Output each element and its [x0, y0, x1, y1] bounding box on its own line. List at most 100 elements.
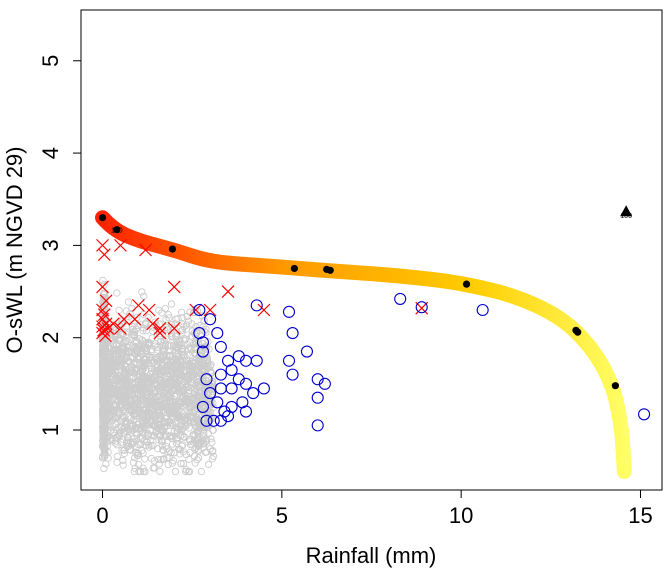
- observation-point: [141, 455, 149, 463]
- rainfall-event-circle: [282, 354, 296, 367]
- observation-point: [192, 437, 201, 446]
- observation-point: [116, 381, 124, 390]
- observation-point: [100, 349, 108, 358]
- observation-point: [155, 436, 163, 444]
- observation-point: [100, 450, 108, 458]
- observation-point: [134, 372, 142, 381]
- observation-point: [154, 445, 162, 453]
- observation-point: [139, 464, 147, 472]
- observation-point: [121, 408, 129, 416]
- observation-point: [164, 460, 172, 469]
- observation-point: [208, 438, 216, 446]
- observation-point: [209, 447, 217, 455]
- observation-point: [114, 406, 122, 414]
- observation-point: [124, 298, 133, 306]
- observation-point: [173, 383, 182, 391]
- observation-point: [161, 373, 169, 381]
- observation-point: [142, 320, 150, 329]
- observation-point: [158, 360, 167, 368]
- surge-event-cross: [96, 280, 109, 294]
- surge-event-cross: [153, 326, 167, 340]
- observation-point: [120, 412, 128, 421]
- sampled-event-dot: [574, 328, 582, 336]
- observation-point: [117, 360, 125, 368]
- observation-point: [124, 442, 132, 451]
- observation-point: [190, 340, 198, 349]
- observation-point: [112, 414, 121, 422]
- observation-point: [100, 441, 108, 449]
- observation-point: [140, 363, 149, 371]
- surge-event-cross: [146, 317, 160, 331]
- rainfall-event-circle: [214, 414, 227, 427]
- observation-point: [167, 412, 176, 421]
- observation-point: [132, 412, 140, 420]
- observation-point: [178, 387, 186, 395]
- rainfall-event-circle: [196, 345, 209, 358]
- observation-point: [127, 422, 135, 431]
- observation-point: [140, 405, 149, 414]
- observation-point: [160, 400, 169, 408]
- observation-point: [159, 455, 167, 464]
- observation-point: [128, 366, 136, 375]
- observation-point: [115, 432, 124, 440]
- sampled-event-dot: [113, 226, 121, 234]
- observation-point: [151, 340, 160, 348]
- observation-point: [112, 433, 120, 442]
- observation-point: [172, 332, 180, 340]
- x-tick-label: 15: [628, 503, 652, 528]
- rainfall-event-circle: [196, 336, 209, 349]
- observation-point: [100, 433, 108, 441]
- rainfall-event-circle: [394, 292, 407, 305]
- observation-point: [166, 421, 174, 430]
- observation-point: [153, 343, 161, 352]
- rainfall-event-circle: [200, 414, 213, 427]
- observation-point: [139, 359, 148, 367]
- observation-point: [138, 288, 146, 296]
- observation-point: [203, 355, 212, 363]
- observation-point: [136, 353, 144, 362]
- annotation-label: 100: [620, 213, 632, 220]
- observation-point: [99, 389, 107, 397]
- observation-point: [186, 412, 194, 421]
- observation-point: [133, 430, 141, 438]
- observation-point: [155, 460, 163, 468]
- observation-point: [198, 371, 206, 379]
- observation-point: [99, 428, 108, 436]
- observation-point: [180, 375, 188, 384]
- observation-point: [197, 428, 205, 436]
- observation-point: [136, 425, 145, 433]
- observation-point: [128, 424, 136, 433]
- observation-point: [200, 316, 208, 325]
- observation-point: [103, 364, 111, 372]
- observation-point: [167, 403, 175, 411]
- observation-point: [176, 337, 184, 345]
- observation-point: [181, 395, 189, 404]
- observation-point: [209, 452, 218, 460]
- surge-event-cross: [99, 294, 113, 308]
- rainfall-event-circle: [214, 368, 227, 381]
- observation-point: [157, 353, 165, 361]
- isoline-layer: [95, 210, 632, 480]
- observation-point: [196, 321, 204, 330]
- observation-point: [199, 443, 208, 452]
- observation-point: [145, 416, 154, 425]
- observation-point: [131, 320, 139, 328]
- observation-point: [100, 402, 108, 411]
- observation-point: [120, 366, 129, 375]
- observation-point: [157, 368, 166, 376]
- observation-point: [182, 401, 190, 409]
- observation-point: [176, 361, 185, 369]
- sampled-event-dot: [611, 382, 619, 390]
- rainfall-event-circle: [221, 410, 235, 423]
- y-tick-label: 3: [38, 239, 63, 251]
- observation-point: [120, 388, 129, 396]
- rainfall-event-circle: [200, 373, 213, 386]
- rainfall-event-circle: [211, 396, 224, 409]
- rainfall-event-circle: [207, 414, 220, 427]
- rainfall-event-circle: [232, 350, 245, 363]
- observation-point: [156, 431, 165, 439]
- observation-point: [109, 335, 117, 343]
- observation-point: [182, 415, 190, 423]
- observation-point: [125, 347, 133, 355]
- y-tick-label: 1: [38, 424, 63, 436]
